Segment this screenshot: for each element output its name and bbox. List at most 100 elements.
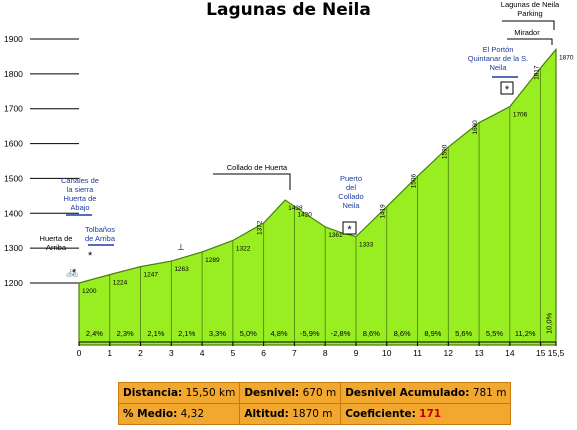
elevation-label: 1263 [174, 266, 189, 273]
stats-row-2: % Medio: 4,32 Altitud: 1870 m Coeficient… [117, 403, 512, 425]
place-label: Collado de Huerta [227, 163, 288, 172]
gradient-label: 2,1% [147, 329, 164, 338]
x-tick-label: 15 [536, 348, 546, 358]
y-tick-label: 1200 [4, 278, 23, 288]
elevation-label: 1224 [113, 280, 128, 287]
place-label: Puerto [340, 174, 362, 183]
elevation-area [78, 47, 557, 346]
x-tick-label: 7 [292, 348, 297, 358]
stat-max-altitude: Altitud: 1870 m [239, 403, 342, 425]
viewpoint-box-icon [342, 221, 357, 235]
viewpoint-icon: * [88, 250, 93, 262]
viewpoint-icon: * [347, 224, 352, 236]
y-tick-label: 1400 [4, 208, 23, 218]
x-tick-label: 13 [474, 348, 484, 358]
place-label: El Portón [483, 45, 514, 54]
place-label: Abajo [70, 203, 89, 212]
elevation-label: 1322 [236, 245, 251, 252]
gradient-label: 8,9% [424, 329, 441, 338]
gradient-label: 11,2% [515, 329, 536, 338]
x-tick-label: 12 [444, 348, 454, 358]
stat-average-grade: % Medio: 4,32 [117, 403, 241, 425]
elevation-label: 1420 [297, 211, 312, 218]
chart-title: Lagunas de Neila [206, 0, 371, 20]
y-tick-label: 1500 [4, 173, 23, 183]
stat-coefficient: Coeficiente: 171 [340, 403, 512, 425]
place-label: Neila [342, 201, 360, 210]
place-label: de Arriba [85, 234, 116, 243]
elevation-label: 1419 [380, 204, 387, 219]
elevation-label: 1590 [441, 144, 448, 159]
gradient-label: 5,6% [455, 329, 472, 338]
elevation-label: 1333 [359, 242, 374, 249]
x-tick-label: 2 [138, 348, 143, 358]
place-label: Huerta de [64, 194, 97, 203]
gradient-label: 2,3% [117, 329, 134, 338]
x-tick-label: 4 [200, 348, 205, 358]
gradient-label: 2,1% [178, 329, 195, 338]
x-tick-label: 5 [231, 348, 236, 358]
elevation-label: 1200 [82, 288, 97, 295]
elevation-label: 1372 [257, 220, 264, 235]
y-tick-label: 1300 [4, 243, 23, 253]
x-tick-label: 10 [382, 348, 392, 358]
gradient-label: 10,0% [544, 312, 553, 334]
pointer-line [213, 173, 291, 190]
elevation-label: 1247 [144, 272, 159, 279]
viewpoint-icon: * [505, 84, 510, 96]
elevation-label: 1506 [411, 173, 418, 188]
place-label: Collado [338, 192, 363, 201]
gradient-label: 5,0% [240, 329, 257, 338]
place-label: Canales de [61, 176, 99, 185]
x-tick-label: 11 [413, 348, 422, 358]
fountain-icon: ⊥ [177, 242, 185, 252]
place-label: la sierra [67, 185, 95, 194]
elevation-label: 1870 [559, 54, 574, 61]
start-icon: 🚲 [66, 267, 78, 278]
data-labels: 2,4% 2,3% 2,1% 2,1% 3,3% 5,0% 4,8% -5,9% -2,8% 8,… [82, 54, 574, 338]
elevation-label: 1289 [205, 257, 220, 264]
y-tick-label: 1900 [4, 34, 23, 44]
gridlines [30, 38, 79, 284]
stat-distance: Distancia: 15,50 km [117, 382, 241, 404]
gradient-label: 8,6% [394, 329, 411, 338]
stats-row-1: Distancia: 15,50 km Desnivel: 670 m Desn… [117, 382, 512, 404]
place-label: Parking [517, 9, 542, 18]
y-tick-label: 1800 [4, 69, 23, 79]
gradient-label: -5,9% [300, 329, 320, 338]
place-label: Tolbaños [85, 225, 115, 234]
viewpoint-box-icon [500, 81, 514, 95]
y-tick-label: 1600 [4, 139, 23, 149]
gradient-label: 8,6% [363, 329, 380, 338]
place-label: Lagunas de Neila [501, 0, 560, 9]
place-label: Neila [489, 63, 507, 72]
route-stats-table: Distancia: 15,50 km Desnivel: 670 m Desn… [117, 382, 512, 425]
stat-cumulative-gain: Desnivel Acumulado: 781 m [340, 382, 512, 404]
viewpoint-icon: * [72, 267, 77, 279]
elevation-label: 1438 [288, 205, 303, 212]
profile-area [78, 47, 557, 346]
pointer-line [507, 38, 553, 45]
x-tick-label: 8 [323, 348, 328, 358]
gradient-label: 2,4% [86, 329, 103, 338]
elevation-label: 1706 [513, 112, 528, 119]
place-label: Quintanar de la S. [468, 54, 528, 63]
place-label: Huerta de [40, 234, 73, 243]
elevation-label: 1817 [534, 65, 541, 80]
gradient-label: 5,5% [486, 329, 503, 338]
x-tick-label: 3 [169, 348, 174, 358]
elevation-label: 1660 [472, 120, 479, 135]
elevation-label: 1361 [328, 232, 343, 239]
place-label: Mirador [514, 28, 540, 37]
x-tick-label: 15,5 [548, 348, 565, 358]
stat-elevation-gain: Desnivel: 670 m [239, 382, 342, 404]
x-tick-label: 1 [107, 348, 112, 358]
gradient-label: -2,8% [331, 329, 351, 338]
x-tick-label: 0 [77, 348, 82, 358]
y-tick-label: 1700 [4, 104, 23, 114]
gradient-label: 3,3% [209, 329, 226, 338]
x-tick-label: 9 [354, 348, 359, 358]
gradient-label: 4,8% [270, 329, 287, 338]
